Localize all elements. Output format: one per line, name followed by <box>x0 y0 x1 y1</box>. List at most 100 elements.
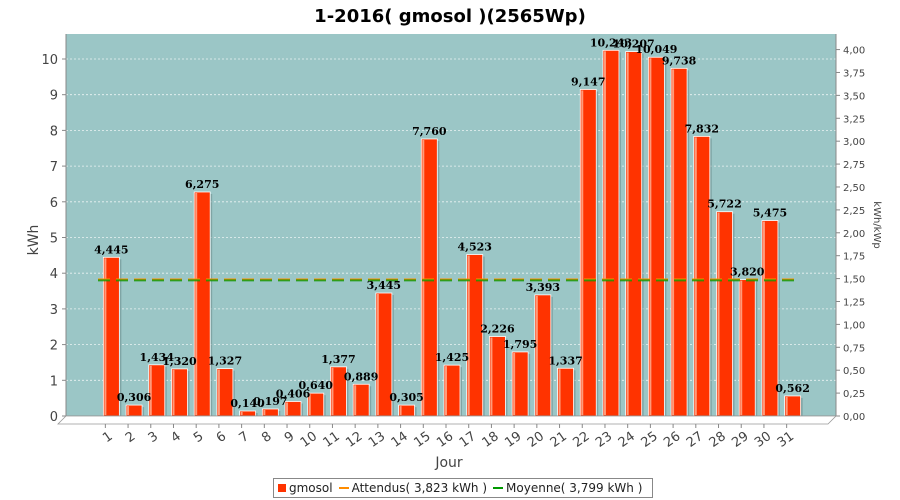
x-tick-label: 16 <box>434 429 456 451</box>
y-tick-label: 5 <box>50 231 58 246</box>
x-tick-label: 17 <box>457 429 479 451</box>
y-tick-label: 6 <box>50 196 58 211</box>
right-tick-label: 3,75 <box>843 68 865 79</box>
y-tick-label: 8 <box>50 124 58 139</box>
bar-highlight <box>263 409 266 415</box>
data-label: 0,306 <box>117 391 152 404</box>
bar-highlight <box>717 212 720 415</box>
x-tick-label: 29 <box>729 429 751 451</box>
bar-highlight <box>513 352 516 415</box>
x-tick-label: 19 <box>502 429 524 451</box>
legend-swatch-moyenne <box>493 487 504 489</box>
x-tick-label: 12 <box>343 429 365 451</box>
legend-item-moyenne: Moyenne( 3,799 kWh ) <box>493 481 642 495</box>
right-tick-label: 1,75 <box>843 252 865 263</box>
data-label: 1,327 <box>208 355 242 368</box>
right-tick-label: 0,00 <box>843 412 865 423</box>
right-tick-label: 1,00 <box>843 320 865 331</box>
x-tick-label: 18 <box>480 429 502 451</box>
data-label: 10,243 <box>590 36 632 49</box>
right-tick-label: 4,00 <box>843 46 865 57</box>
x-tick-label: 22 <box>570 429 592 451</box>
bar-highlight <box>331 367 334 415</box>
right-tick-label: 3,25 <box>843 114 865 125</box>
x-tick-label: 6 <box>214 429 229 446</box>
y-tick-label: 2 <box>50 339 58 354</box>
bar-highlight <box>376 294 379 415</box>
x-tick-label: 31 <box>775 429 797 451</box>
bar-highlight <box>104 258 107 415</box>
legend-label-attendus: Attendus( 3,823 kWh ) <box>351 481 488 495</box>
data-label: 3,820 <box>730 266 765 279</box>
bar-highlight <box>581 90 584 416</box>
data-label: 3,445 <box>367 279 401 292</box>
data-label: 4,523 <box>457 241 491 254</box>
legend-label-moyenne: Moyenne( 3,799 kWh ) <box>506 481 643 495</box>
legend-swatch-attendus <box>338 487 349 489</box>
bar-highlight <box>785 396 788 415</box>
y-tick-label: 10 <box>41 53 58 68</box>
bar-highlight <box>354 385 357 415</box>
x-tick-label: 26 <box>661 429 683 451</box>
reference-lines <box>98 278 800 282</box>
x-tick-label: 20 <box>525 429 547 451</box>
bar-highlight <box>399 406 402 415</box>
bar-highlight <box>217 369 220 415</box>
bars <box>102 49 803 417</box>
legend-swatch-gmosol <box>278 484 286 492</box>
y-tick-label: 9 <box>50 89 58 104</box>
x-tick-label: 7 <box>237 429 252 446</box>
x-tick-label: 5 <box>191 429 206 446</box>
right-tick-label: 0,25 <box>843 389 865 400</box>
x-tick-label: 2 <box>123 429 138 446</box>
x-tick-label: 14 <box>389 429 411 451</box>
x-tick-label: 15 <box>411 429 433 451</box>
data-label: 9,738 <box>662 54 697 67</box>
x-tick-label: 21 <box>548 429 570 451</box>
y-tick-label: 4 <box>50 267 58 282</box>
data-label: 0,640 <box>299 379 334 392</box>
right-tick-label: 0,50 <box>843 366 865 377</box>
x-tick-label: 30 <box>752 429 774 451</box>
bar-highlight <box>445 366 447 415</box>
bar-highlight <box>286 402 289 415</box>
data-label: 4,445 <box>94 243 128 256</box>
data-label: 1,377 <box>321 353 355 366</box>
right-tick-label: 3,50 <box>843 91 865 102</box>
right-tick-label: 0,75 <box>843 343 865 354</box>
data-label: 3,393 <box>526 281 560 294</box>
data-label: 0,197 <box>253 395 287 408</box>
x-axis-title: Jour <box>434 455 463 471</box>
axes: 0123456789100,000,250,500,751,001,251,50… <box>41 34 865 451</box>
bar-highlight <box>603 51 606 415</box>
x-tick-label: 3 <box>146 429 161 446</box>
data-label: 0,305 <box>389 391 423 404</box>
data-label: 1,337 <box>548 354 582 367</box>
bar-highlight <box>762 221 765 415</box>
bar-highlight <box>740 280 743 415</box>
x-tick-label: 4 <box>168 429 183 446</box>
legend-item-gmosol: gmosol <box>278 481 333 495</box>
bar-highlight <box>649 58 652 416</box>
data-label: 0,140 <box>230 397 265 410</box>
data-label: 10,207 <box>613 38 655 51</box>
x-tick-label: 10 <box>298 429 320 451</box>
plot-floor <box>57 415 837 425</box>
x-tick-label: 25 <box>639 429 661 451</box>
data-label: 1,795 <box>503 338 537 351</box>
bar-highlight <box>240 412 243 415</box>
data-label: 1,320 <box>162 355 197 368</box>
data-label: 10,049 <box>635 43 677 56</box>
y-tick-label: 7 <box>50 160 58 175</box>
bar-highlight <box>467 255 470 415</box>
data-label: 7,760 <box>412 125 447 138</box>
data-label: 0,889 <box>344 370 378 383</box>
right-tick-label: 1,50 <box>843 275 865 286</box>
x-tick-label: 8 <box>259 429 274 446</box>
x-tick-label: 28 <box>707 429 729 451</box>
bar-highlight <box>535 295 538 415</box>
x-tick-label: 1 <box>100 429 115 446</box>
right-tick-label: 2,00 <box>843 229 865 240</box>
